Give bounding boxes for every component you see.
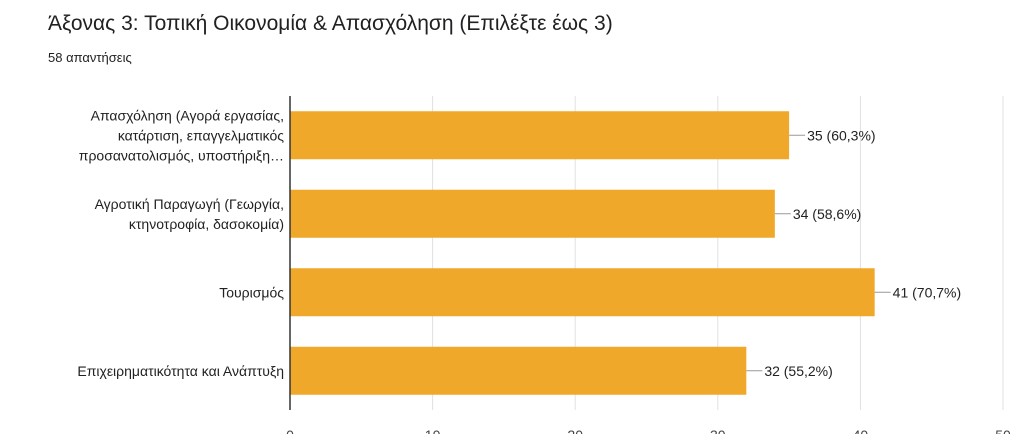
bar	[290, 346, 747, 395]
category-label-line: Τουρισμός	[219, 284, 284, 300]
category-label: Απασχόληση (Αγορά εργασίας, κατάρτιση, επ…	[79, 107, 284, 163]
response-count: 58 απαντήσεις	[48, 50, 132, 65]
category-label: Αγροτική Παραγωγή (Γεωργία, κτηνοτροφία, …	[95, 196, 284, 232]
data-label: 41 (70,7%)	[893, 284, 961, 300]
x-tick-label: 30	[710, 427, 726, 434]
bar	[290, 111, 790, 160]
data-label: 32 (55,2%)	[764, 363, 832, 379]
bar	[290, 268, 875, 317]
category-label-line: κατάρτιση, επαγγελματικός	[118, 127, 284, 143]
x-tick-label: 20	[567, 427, 583, 434]
chart-title: Άξονας 3: Τοπική Οικονομία & Απασχόληση …	[48, 12, 613, 35]
x-tick-label: 0	[286, 427, 294, 434]
data-label: 35 (60,3%)	[807, 127, 875, 143]
x-tick-label: 10	[425, 427, 441, 434]
labels: 35 (60,3%) Απασχόληση (Αγορά εργασίας, κατ…	[77, 107, 961, 379]
category-label-line: Επιχειρηματικότητα και Ανάπτυξη	[77, 363, 284, 379]
category-label: Επιχειρηματικότητα και Ανάπτυξη	[77, 363, 284, 379]
category-label-line: προσανατολισμός, υποστήριξη…	[79, 147, 284, 163]
bars	[290, 111, 875, 395]
category-label-line: κτηνοτροφία, δασοκομία)	[129, 216, 284, 232]
category-label-line: Απασχόληση (Αγορά εργασίας,	[91, 107, 284, 123]
x-tick-label: 40	[853, 427, 869, 434]
axes: 0 10 20 30 40 50	[286, 96, 1011, 434]
data-label: 34 (58,6%)	[793, 206, 861, 222]
category-label-line: Αγροτική Παραγωγή (Γεωργία,	[95, 196, 284, 212]
bar	[290, 189, 775, 238]
category-label: Τουρισμός	[219, 284, 284, 300]
x-tick-label: 50	[995, 427, 1011, 434]
